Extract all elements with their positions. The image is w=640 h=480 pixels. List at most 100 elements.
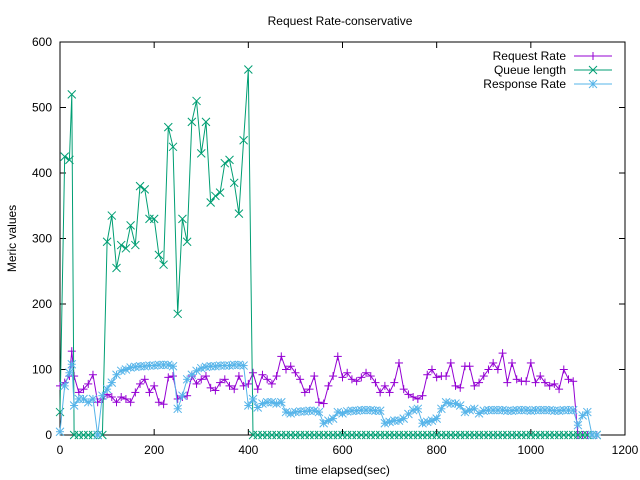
data-point — [112, 398, 121, 407]
data-point — [456, 383, 465, 392]
data-point — [333, 352, 342, 361]
data-point — [239, 135, 248, 145]
data-point — [126, 221, 135, 230]
y-tick-label: 500 — [32, 101, 52, 115]
data-point — [276, 397, 286, 407]
data-point — [234, 209, 244, 218]
x-tick-label: 400 — [238, 443, 258, 457]
data-point — [211, 386, 220, 395]
legend-item: Queue length — [494, 63, 612, 77]
data-point — [267, 379, 276, 388]
data-point — [136, 379, 145, 388]
data-point — [149, 214, 159, 224]
data-point — [178, 214, 187, 224]
data-point — [107, 393, 116, 402]
data-point — [385, 388, 394, 397]
data-point — [116, 240, 126, 250]
data-point — [234, 372, 243, 381]
x-tick-label: 800 — [427, 443, 447, 457]
data-point — [319, 399, 328, 408]
data-point — [343, 368, 352, 377]
data-point — [455, 401, 465, 410]
data-point — [536, 372, 545, 381]
data-point — [409, 393, 418, 402]
data-point — [169, 372, 177, 381]
data-point — [69, 401, 79, 410]
data-point — [121, 394, 130, 403]
data-point — [88, 394, 98, 404]
data-point — [140, 361, 150, 371]
data-point — [206, 383, 215, 392]
data-point — [145, 388, 154, 397]
data-point — [88, 370, 97, 379]
data-point — [437, 404, 446, 414]
data-point — [564, 375, 573, 384]
data-point — [93, 398, 102, 407]
data-point — [229, 178, 239, 188]
data-point — [493, 365, 502, 374]
data-point — [65, 368, 74, 378]
data-point — [187, 370, 197, 380]
data-point — [272, 372, 281, 381]
data-point — [93, 430, 103, 440]
data-point — [522, 377, 531, 386]
data-point — [545, 381, 554, 390]
series-queue-length — [55, 65, 602, 440]
y-tick-label: 100 — [32, 363, 52, 377]
data-point — [582, 407, 592, 417]
data-point — [545, 405, 555, 415]
data-point — [465, 362, 474, 371]
data-point — [442, 372, 451, 381]
data-point — [263, 375, 272, 384]
data-point — [559, 365, 568, 374]
data-point — [390, 378, 399, 387]
data-point — [79, 394, 88, 404]
data-point — [121, 365, 131, 374]
data-point — [300, 388, 309, 397]
data-point — [282, 365, 290, 374]
data-point — [291, 368, 300, 377]
data-point — [338, 409, 347, 418]
data-point — [248, 394, 258, 404]
series-line — [59, 351, 597, 436]
data-point — [380, 381, 389, 390]
data-point — [555, 385, 564, 394]
data-point — [413, 404, 423, 414]
data-point — [366, 372, 375, 381]
data-point — [159, 400, 168, 409]
data-point — [107, 378, 117, 387]
data-point — [154, 250, 164, 260]
data-point — [258, 370, 267, 379]
data-point — [310, 372, 319, 381]
data-point — [140, 185, 150, 194]
data-point — [131, 388, 140, 397]
legend-item: Response Rate — [483, 77, 612, 91]
data-point — [286, 362, 295, 371]
data-point — [67, 347, 76, 356]
data-point — [573, 420, 583, 430]
data-point — [484, 365, 493, 374]
data-point — [168, 361, 178, 371]
y-tick-label: 600 — [32, 35, 52, 49]
data-point — [324, 416, 333, 425]
legend-marker — [588, 79, 598, 89]
y-tick-label: 400 — [32, 166, 52, 180]
data-point — [314, 407, 324, 417]
data-point — [164, 373, 173, 382]
series-response-rate — [55, 359, 602, 440]
data-point — [173, 309, 183, 319]
data-point — [230, 385, 239, 394]
data-point — [413, 394, 422, 403]
data-point — [479, 372, 488, 381]
data-point — [178, 391, 187, 401]
data-point — [201, 372, 210, 381]
data-point — [432, 373, 441, 382]
data-point — [150, 381, 159, 390]
data-point — [79, 385, 88, 394]
legend-label: Response Rate — [483, 77, 566, 91]
data-point — [404, 390, 413, 399]
legend-marker — [588, 65, 598, 75]
data-point — [253, 385, 262, 394]
data-point — [249, 368, 258, 377]
